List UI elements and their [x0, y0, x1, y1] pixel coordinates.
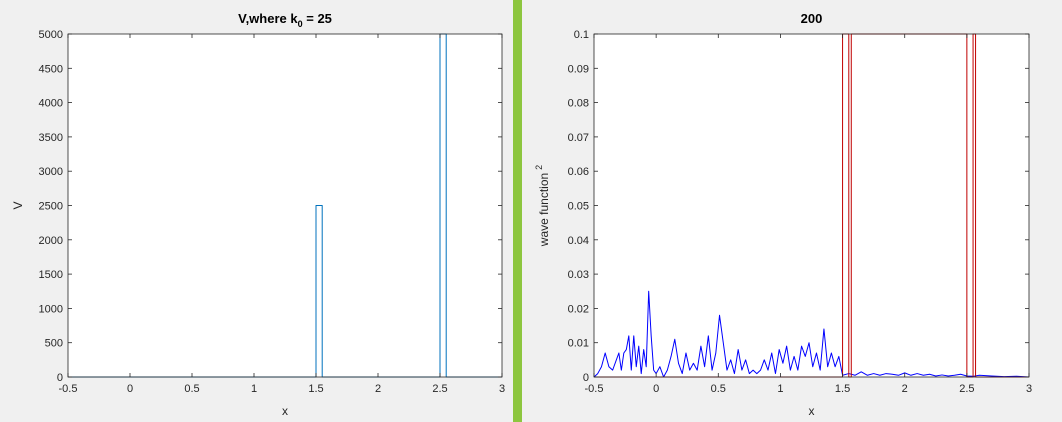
x-tick-label: 3 [1026, 383, 1032, 395]
x-tick-label: 2 [375, 383, 381, 395]
y-axis-label: V [11, 201, 25, 209]
x-tick-label: 1.5 [835, 383, 850, 395]
y-tick-label: 0.1 [574, 29, 589, 41]
chart-title: V,where k0 = 25 [238, 11, 332, 29]
plot-area [594, 34, 1029, 377]
y-tick-label: 0.04 [568, 235, 589, 247]
y-tick-label: 2500 [39, 201, 63, 213]
x-tick-label: -0.5 [585, 383, 604, 395]
y-tick-label: 0.02 [568, 303, 589, 315]
chart-title-text: 200 [801, 11, 823, 26]
y-tick-label: 4000 [39, 98, 63, 110]
y-tick-label: 2000 [39, 235, 63, 247]
y-tick-label: 0.03 [568, 269, 589, 281]
y-tick-label: 3500 [39, 132, 63, 144]
y-tick-label: 0.06 [568, 166, 589, 178]
y-tick-label: 0.07 [568, 132, 589, 144]
wave-function-chart: -0.5 0 0.5 1 1.5 2 2.5 300.010.020.030.040.050.… [534, 11, 1032, 418]
y-axis-label-superscript: 2 [534, 165, 544, 170]
y-axis-label: wave function 2 [534, 165, 551, 247]
x-tick-label: 3 [499, 383, 505, 395]
x-tick-label: 0.5 [711, 383, 726, 395]
x-tick-label: 2 [902, 383, 908, 395]
plot-area [68, 34, 502, 377]
y-tick-label: 0.05 [568, 201, 589, 213]
x-tick-label: 0 [127, 383, 133, 395]
chart-title-suffix: = 25 [303, 11, 332, 26]
y-tick-label: 3000 [39, 166, 63, 178]
x-tick-label: -0.5 [59, 383, 78, 395]
x-tick-label: 0.5 [184, 383, 199, 395]
x-axis-label: x [282, 404, 288, 418]
y-tick-label: 1000 [39, 303, 63, 315]
y-tick-label: 0.01 [568, 338, 589, 350]
y-tick-label: 500 [45, 338, 63, 350]
chart-title-text: V,where k [238, 11, 298, 26]
series-line-0 [593, 290, 1030, 378]
y-tick-label: 0.09 [568, 63, 589, 75]
x-tick-label: 2.5 [432, 383, 447, 395]
panel-divider [513, 0, 522, 422]
y-tick-label: 1500 [39, 269, 63, 281]
y-tick-label: 0 [57, 372, 63, 384]
x-axis-label: x [809, 404, 815, 418]
y-tick-label: 0.08 [568, 98, 589, 110]
x-tick-label: 2.5 [959, 383, 974, 395]
y-tick-label: 5000 [39, 29, 63, 41]
x-tick-label: 1 [251, 383, 257, 395]
x-tick-label: 0 [653, 383, 659, 395]
y-axis-label-text: wave function [537, 173, 551, 247]
y-tick-label: 0 [583, 372, 589, 384]
y-axis-label-text: V [11, 201, 25, 209]
chart-title-subscript: 0 [298, 19, 303, 29]
x-tick-label: 1 [777, 383, 783, 395]
chart-title: 200 [801, 11, 823, 26]
y-tick-label: 4500 [39, 63, 63, 75]
potential-chart: -0.5 0 0.5 1 1.5 2 2.5 305001000150020002500300… [11, 11, 505, 418]
x-tick-label: 1.5 [308, 383, 323, 395]
